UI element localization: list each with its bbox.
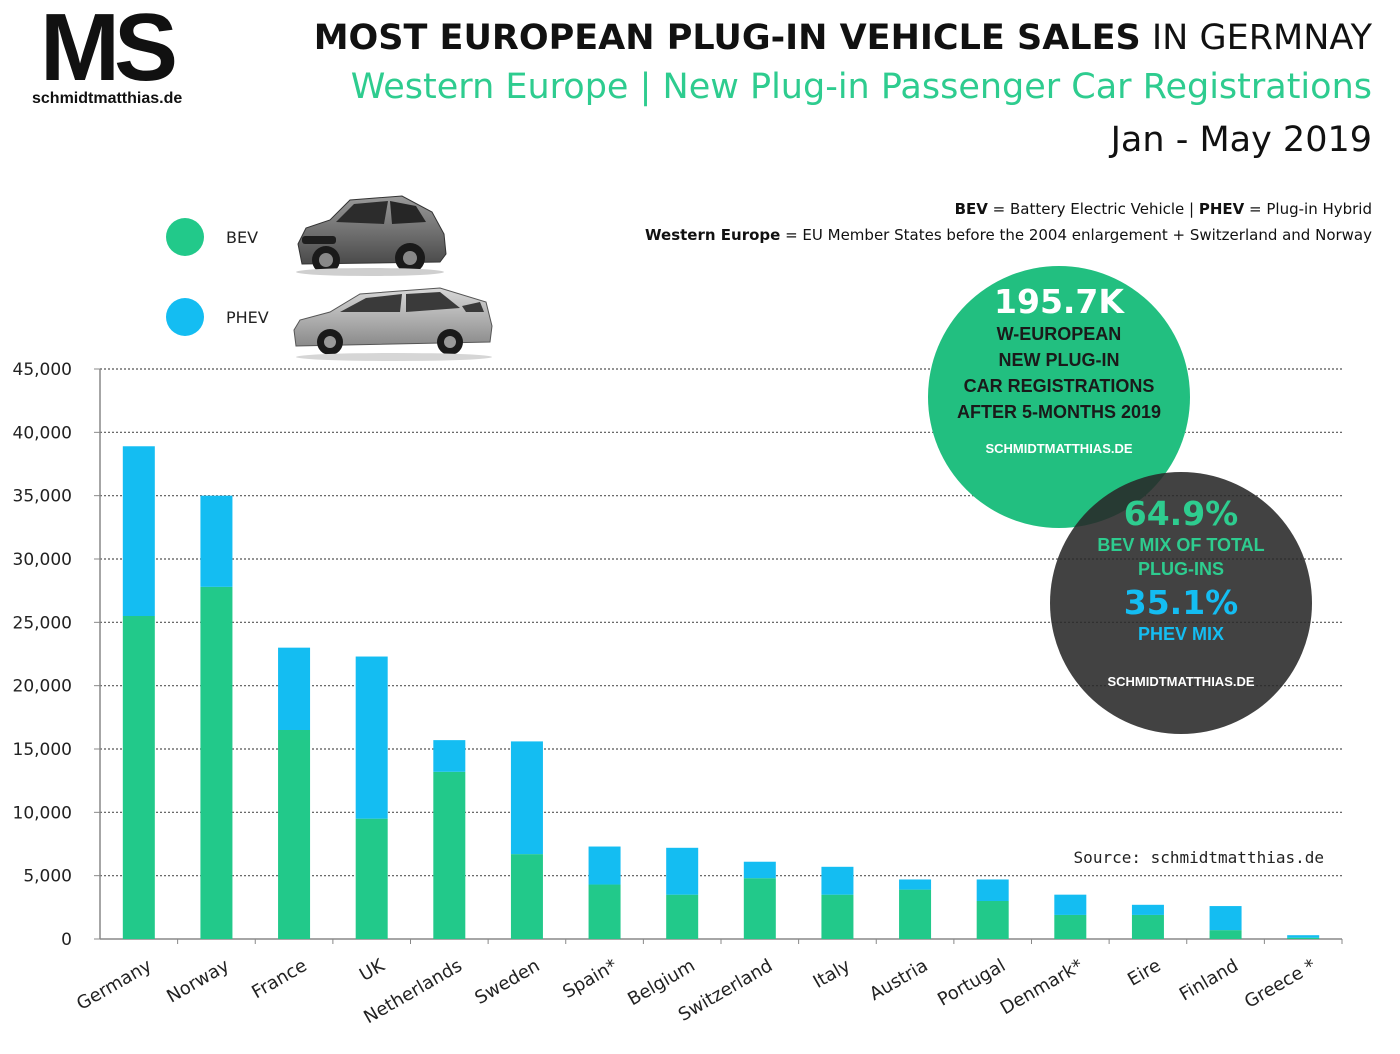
def-we-term: Western Europe	[645, 226, 781, 244]
bar-phev-3	[355, 656, 388, 819]
bar-phev-15	[1287, 935, 1320, 938]
x-category-label: Denmark*	[997, 955, 1087, 1019]
bar-bev-8	[743, 878, 776, 939]
bev-car-image	[296, 195, 447, 276]
bar-bev-10	[899, 889, 932, 939]
total-line-4: AFTER 5-MONTHS 2019	[956, 402, 1162, 422]
mix-bubble: 64.9% BEV MIX OF TOTAL PLUG-INS 35.1% PH…	[1050, 472, 1312, 734]
phev-color-dot	[166, 298, 204, 336]
def-bev-term: BEV	[954, 200, 988, 218]
header: MOST EUROPEAN PLUG-IN VEHICLE SALES IN G…	[314, 16, 1372, 166]
bar-phev-7	[666, 847, 699, 895]
bev-mix-line-1: BEV MIX OF TOTAL	[1097, 535, 1265, 555]
phev-mix-value: 35.1%	[1123, 583, 1239, 622]
x-category-label: France	[248, 955, 310, 1003]
bar-bev-11	[976, 901, 1009, 939]
bar-phev-14	[1209, 906, 1242, 931]
def-phev-term: PHEV	[1198, 200, 1245, 218]
y-tick-label: 0	[61, 930, 72, 950]
bar-bev-5	[510, 854, 543, 939]
definition-line-1: BEV = Battery Electric Vehicle | PHEV = …	[645, 196, 1372, 222]
def-phev-text: = Plug-in Hybrid	[1244, 200, 1372, 218]
y-tick-label: 5,000	[23, 867, 72, 887]
total-line-2: NEW PLUG-IN	[998, 350, 1120, 370]
source-label: Source: schmidtmatthias.de	[1073, 848, 1324, 867]
bar-bev-2	[278, 730, 311, 939]
x-category-label: Germany	[73, 955, 155, 1015]
bar-bev-0	[122, 616, 155, 939]
bar-phev-9	[821, 866, 854, 895]
legend-bev-label: BEV	[226, 228, 259, 247]
bar-bev-3	[355, 818, 388, 939]
bev-color-dot	[166, 218, 204, 256]
bar-phev-8	[743, 861, 776, 879]
logo: MS schmidtmatthias.de	[32, 0, 182, 108]
bar-phev-13	[1131, 904, 1164, 915]
total-bubble-site: SCHMIDTMATTHIAS.DE	[985, 441, 1133, 456]
y-tick-label: 10,000	[13, 803, 72, 823]
y-tick-label: 25,000	[13, 613, 72, 633]
total-value: 195.7K	[994, 282, 1124, 321]
def-bev-text: = Battery Electric Vehicle |	[987, 200, 1199, 218]
x-category-label: Austria	[866, 955, 932, 1005]
y-tick-label: 35,000	[13, 487, 72, 507]
bar-phev-0	[122, 446, 155, 616]
y-tick-label: 15,000	[13, 740, 72, 760]
phev-mix-line-1: PHEV MIX	[1137, 624, 1225, 644]
period-label: Jan - May 2019	[1110, 120, 1372, 160]
logo-site: schmidtmatthias.de	[32, 90, 183, 107]
x-category-label: UK	[356, 955, 389, 986]
total-line-3: CAR REGISTRATIONS	[963, 376, 1155, 396]
x-category-label: Spain*	[559, 955, 621, 1003]
mix-bubble-site: SCHMIDTMATTHIAS.DE	[1107, 674, 1255, 689]
x-category-label: Norway	[163, 955, 233, 1008]
y-tick-label: 45,000	[13, 360, 72, 380]
legend-item-bev: BEV	[166, 218, 466, 258]
total-line-1: W-EUROPEAN	[996, 324, 1122, 344]
def-we-text: = EU Member States before the 2004 enlar…	[780, 226, 1372, 244]
legend-item-phev: PHEV	[166, 298, 466, 338]
bev-mix-value: 64.9%	[1123, 494, 1239, 533]
x-category-label: Eire	[1124, 955, 1164, 990]
bar-bev-1	[200, 586, 233, 939]
bev-mix-line-2: PLUG-INS	[1137, 559, 1224, 579]
legend-phev-label: PHEV	[226, 308, 269, 327]
bar-bev-13	[1131, 914, 1164, 939]
title-bold: MOST EUROPEAN PLUG-IN VEHICLE SALES	[313, 18, 1141, 58]
bar-bev-4	[433, 771, 466, 939]
phev-car-image	[293, 287, 493, 361]
bar-phev-11	[976, 879, 1009, 901]
y-tick-label: 20,000	[13, 677, 72, 697]
y-tick-label: 40,000	[13, 423, 72, 443]
bar-phev-1	[200, 495, 233, 587]
bar-bev-7	[666, 894, 699, 939]
definitions: BEV = Battery Electric Vehicle | PHEV = …	[645, 196, 1372, 248]
x-category-label: Sweden	[471, 955, 543, 1009]
bar-phev-5	[510, 741, 543, 855]
total-registrations-bubble: 195.7K W-EUROPEAN NEW PLUG-IN CAR REGIST…	[928, 266, 1190, 528]
bar-phev-2	[278, 647, 311, 730]
y-tick-label: 30,000	[13, 550, 72, 570]
title-rest: IN GERMNAY	[1140, 18, 1372, 58]
x-category-label: Finland	[1176, 955, 1242, 1005]
bar-bev-6	[588, 884, 621, 939]
page-subtitle: Western Europe | New Plug-in Passenger C…	[350, 67, 1372, 107]
bar-phev-6	[588, 846, 621, 885]
bar-phev-4	[433, 740, 466, 772]
x-category-label: Italy	[810, 955, 855, 993]
bar-phev-10	[899, 879, 932, 890]
definition-line-2: Western Europe = EU Member States before…	[645, 222, 1372, 248]
x-category-label: Greece *	[1241, 955, 1320, 1013]
bar-bev-14	[1209, 930, 1242, 939]
bar-bev-12	[1054, 914, 1087, 939]
bar-bev-15	[1287, 937, 1320, 939]
bar-phev-12	[1054, 894, 1087, 915]
page-title: MOST EUROPEAN PLUG-IN VEHICLE SALES IN G…	[314, 16, 1372, 60]
bar-bev-9	[821, 894, 854, 939]
logo-mark: MS	[40, 0, 178, 101]
